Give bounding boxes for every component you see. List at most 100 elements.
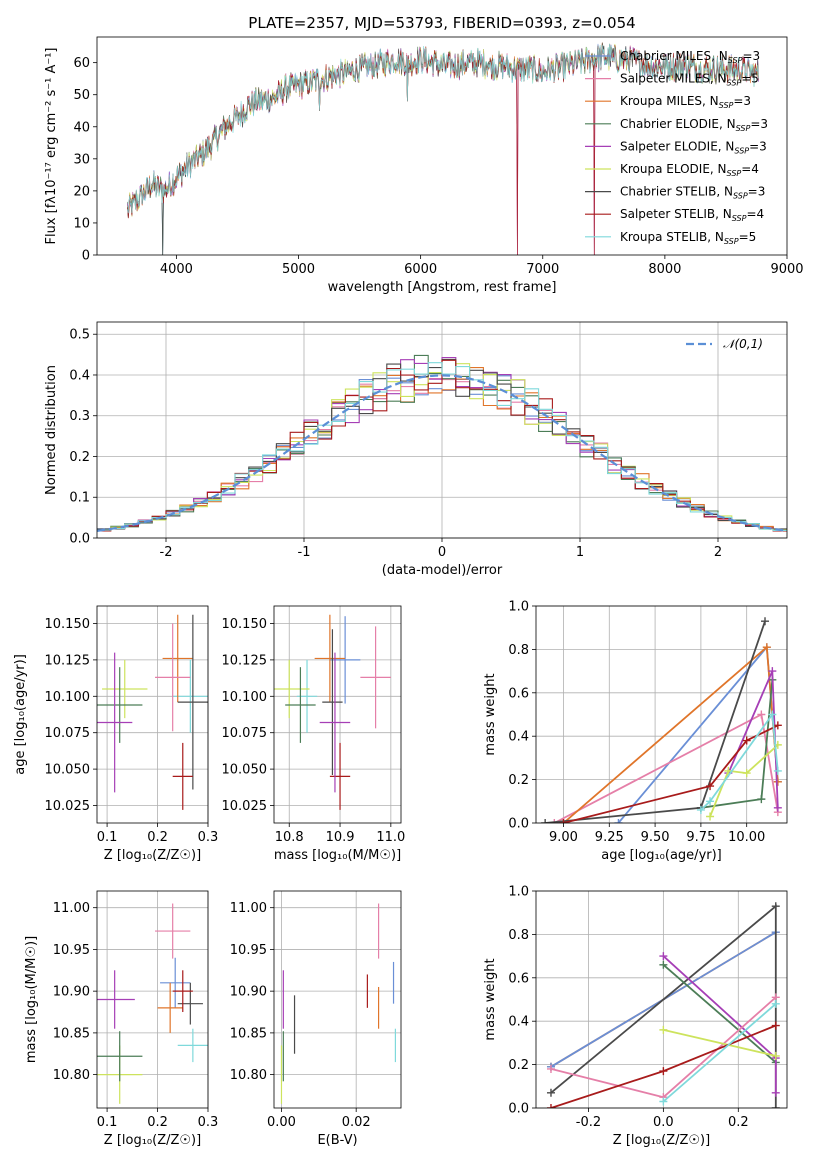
series-line: [617, 644, 779, 823]
legend-text: Salpeter STELIB, N: [620, 207, 732, 221]
series-marker: [761, 617, 770, 626]
x-tick-label: 6000: [404, 262, 437, 277]
y-tick-label: 10.95: [230, 943, 267, 958]
series-marker: [696, 805, 705, 814]
y-tick-label: 0.2: [69, 450, 90, 465]
y-tick-label: 0.0: [508, 1102, 529, 1117]
series-line: [709, 744, 779, 817]
legend-label: Chabrier STELIB, NSSP=3: [620, 185, 765, 201]
series-marker: [706, 797, 715, 806]
series-line: [700, 679, 774, 809]
y-tick-label: 0.8: [508, 928, 529, 943]
y-tick-label: 10.90: [230, 985, 267, 1000]
x-tick-label: 10.9: [326, 830, 355, 845]
data-point: [102, 659, 148, 719]
legend-sub: SSP: [734, 146, 749, 155]
x-tick-label: 2: [714, 545, 722, 560]
y-tick-label: 0.1: [69, 491, 90, 506]
legend-text: Chabrier STELIB, N: [620, 185, 733, 199]
x-tick-label: 8000: [648, 262, 681, 277]
y-tick-label: 1.0: [508, 600, 529, 615]
x-axis-label: wavelength [Angstrom, rest frame]: [328, 280, 557, 295]
chart-weight_vs_age: 9.00 9.25 9.50 9.75 10.00 0.0 0.2 0.4 0.6 0.8 1.0 a…: [483, 600, 788, 863]
plot-area: [546, 902, 780, 1108]
series-marker: [771, 1104, 780, 1108]
series-line: [662, 955, 777, 1093]
series-marker: [659, 1097, 668, 1106]
series-line: [563, 724, 779, 823]
x-tick-label: 0.00: [267, 1115, 296, 1130]
x-tick-label: 0.2: [147, 1115, 168, 1130]
y-tick-label: 0.8: [508, 643, 529, 658]
data-point: [172, 742, 193, 810]
y-tick-label: 10.95: [53, 943, 90, 958]
legend-text: Salpeter ELODIE, N: [620, 139, 734, 153]
plot-area: [127, 42, 759, 255]
chart-mass_vs_Z: 0.1 0.2 0.3 10.80 10.85 10.90 10.95 11.00 Z [log…: [24, 890, 219, 1148]
legend-text: Salpeter MILES, N: [620, 72, 727, 86]
y-axis-label: Normed distribution: [44, 365, 59, 495]
legend-text: Kroupa STELIB, N: [620, 230, 724, 244]
x-tick-label: 9.25: [595, 830, 624, 845]
series-marker: [706, 782, 715, 791]
y-tick-label: 0.4: [69, 368, 90, 383]
legend-text: =5: [741, 72, 759, 86]
series-marker: [546, 1104, 555, 1108]
series-marker: [659, 952, 668, 961]
y-tick-label: 60: [73, 56, 90, 71]
y-tick-label: 0.2: [508, 773, 529, 788]
legend-label: Kroupa ELODIE, NSSP=4: [620, 162, 759, 178]
legend-sub: SSP: [728, 56, 743, 65]
series-marker: [742, 736, 751, 745]
x-axis-label: mass [log₁₀(M/M☉)]: [274, 848, 401, 863]
y-tick-label: 0.0: [69, 532, 90, 547]
x-tick-label: 0: [438, 545, 446, 560]
axes-frame: [273, 605, 402, 824]
chart-spectrum: 4000 5000 6000 7000 8000 9000 0 10 20 30 40 50 60 wav…: [44, 36, 804, 295]
series-marker: [550, 819, 559, 823]
figure-title: PLATE=2357, MJD=53793, FIBERID=0393, z=0…: [248, 14, 635, 32]
y-tick-label: 10.80: [53, 1068, 90, 1083]
series-line: [700, 712, 779, 811]
series-marker: [771, 902, 780, 911]
y-tick-label: 0.2: [508, 1058, 529, 1073]
legend-sub: SSP: [727, 169, 742, 178]
y-tick-label: 10.050: [222, 763, 268, 778]
legend-text: Kroupa MILES, N: [620, 94, 719, 108]
legend-text: =3: [750, 117, 768, 131]
axes-frame: [96, 36, 788, 256]
chart-weight_vs_Z: -0.2 0.0 0.2 0.0 0.2 0.4 0.6 0.8 1.0 Z [log₁₀(Z/Z…: [483, 885, 788, 1148]
data-point: [177, 614, 208, 790]
x-tick-label: 0.02: [342, 1115, 371, 1130]
series-line: [553, 713, 779, 823]
y-tick-label: 0.5: [69, 328, 90, 343]
x-tick-label: 9.00: [549, 830, 578, 845]
series-marker: [659, 960, 668, 969]
data-point: [274, 659, 310, 719]
data-point: [285, 667, 316, 743]
series-line: [662, 1003, 777, 1103]
y-axis-label: mass weight: [483, 958, 498, 1040]
y-tick-label: 10.050: [45, 763, 91, 778]
x-tick-label: 1: [576, 545, 584, 560]
plot-area: [274, 614, 391, 810]
x-tick-label: 0.2: [147, 830, 168, 845]
chart-age_vs_mass: 10.8 10.9 11.0 10.025 10.050 10.075 10.100 10.1…: [222, 605, 405, 863]
y-tick-label: 10.075: [222, 726, 268, 741]
x-tick-label: 0.3: [198, 1115, 219, 1130]
axes-frame: [535, 890, 788, 1109]
legend-sub: SSP: [736, 124, 751, 133]
x-tick-label: 0.0: [653, 1115, 674, 1130]
series-marker: [541, 819, 550, 823]
legend-label: Kroupa MILES, NSSP=3: [620, 94, 751, 110]
x-tick-label: 0.2: [728, 1115, 749, 1130]
spectrum-line: [127, 43, 759, 214]
x-tick-label: 4000: [160, 262, 193, 277]
series-marker: [546, 1064, 555, 1073]
x-tick-label: 9.75: [686, 830, 715, 845]
y-tick-label: 0: [82, 249, 90, 264]
data-point: [329, 742, 351, 810]
data-point: [97, 667, 143, 743]
x-axis-label: (data-model)/error: [382, 563, 503, 578]
series-marker: [614, 819, 623, 823]
